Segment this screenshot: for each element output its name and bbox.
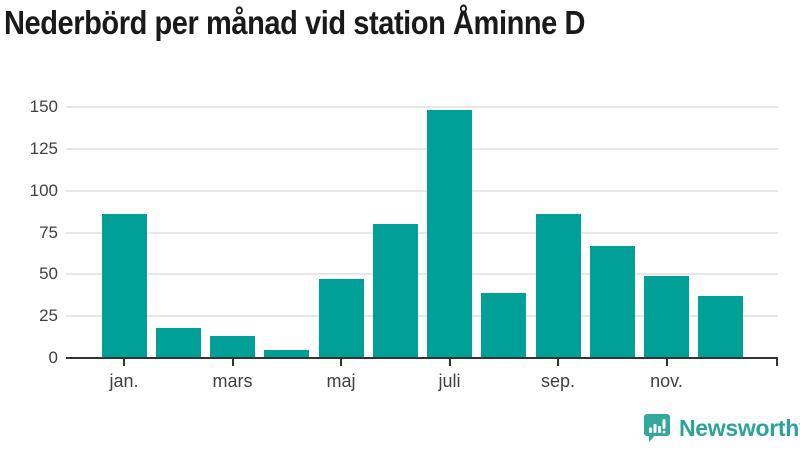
x-axis-end-tick [776, 358, 778, 366]
bar-maj [318, 279, 364, 358]
y-axis-label-150: 150 [29, 97, 58, 116]
x-tick-sep [557, 358, 559, 366]
y-axis-label-25: 25 [39, 306, 58, 326]
bar-juli [427, 110, 472, 358]
y-axis-label-100: 100 [29, 180, 58, 200]
bar-nov [644, 276, 689, 358]
gridline-75 [66, 231, 778, 234]
bar-jan [101, 214, 147, 358]
x-axis-line [66, 357, 778, 359]
bar-feb [155, 327, 201, 358]
bar-juni [372, 224, 418, 358]
gridline-25 [66, 315, 778, 318]
plot-area: 0 25 50 75 100 125 150 jan. mars maj juli sep. nov. [29, 97, 778, 391]
x-tick-mars [231, 358, 234, 366]
y-axis-label-75: 75 [39, 222, 58, 242]
y-axis-label-0: 0 [48, 348, 58, 367]
bar-apr [264, 349, 310, 358]
bar-dec [698, 296, 744, 358]
x-tick-maj [340, 358, 342, 366]
x-axis-label-mars: mars [212, 371, 253, 391]
x-tick-jan [123, 358, 125, 366]
bar-okt [589, 245, 635, 358]
x-axis-label-maj: maj [326, 371, 356, 391]
x-axis-label-jan: jan. [109, 371, 139, 391]
gridline-100 [66, 189, 778, 192]
y-axis-label-50: 50 [39, 264, 58, 284]
x-axis-label-nov: nov. [650, 371, 683, 391]
gridline-150 [66, 106, 778, 108]
y-axis-label-125: 125 [29, 138, 58, 158]
x-tick-juli [448, 358, 451, 366]
x-axis-label-sep: sep. [540, 371, 576, 391]
newsworthy-logo-text: Newsworthy [679, 414, 800, 441]
x-axis-label-juli: juli [438, 371, 461, 391]
gridline-50 [66, 273, 778, 276]
bar-aug [481, 292, 527, 358]
bar-sep [535, 214, 581, 358]
gridline-125 [66, 147, 778, 150]
newsworthy-logo: Newsworthy [643, 413, 800, 443]
chart-title: Nederbörd per månad vid station Åminne D [4, 4, 586, 41]
bar-mars [210, 336, 255, 358]
newsworthy-logo-icon [644, 414, 670, 442]
x-tick-nov [665, 358, 668, 366]
